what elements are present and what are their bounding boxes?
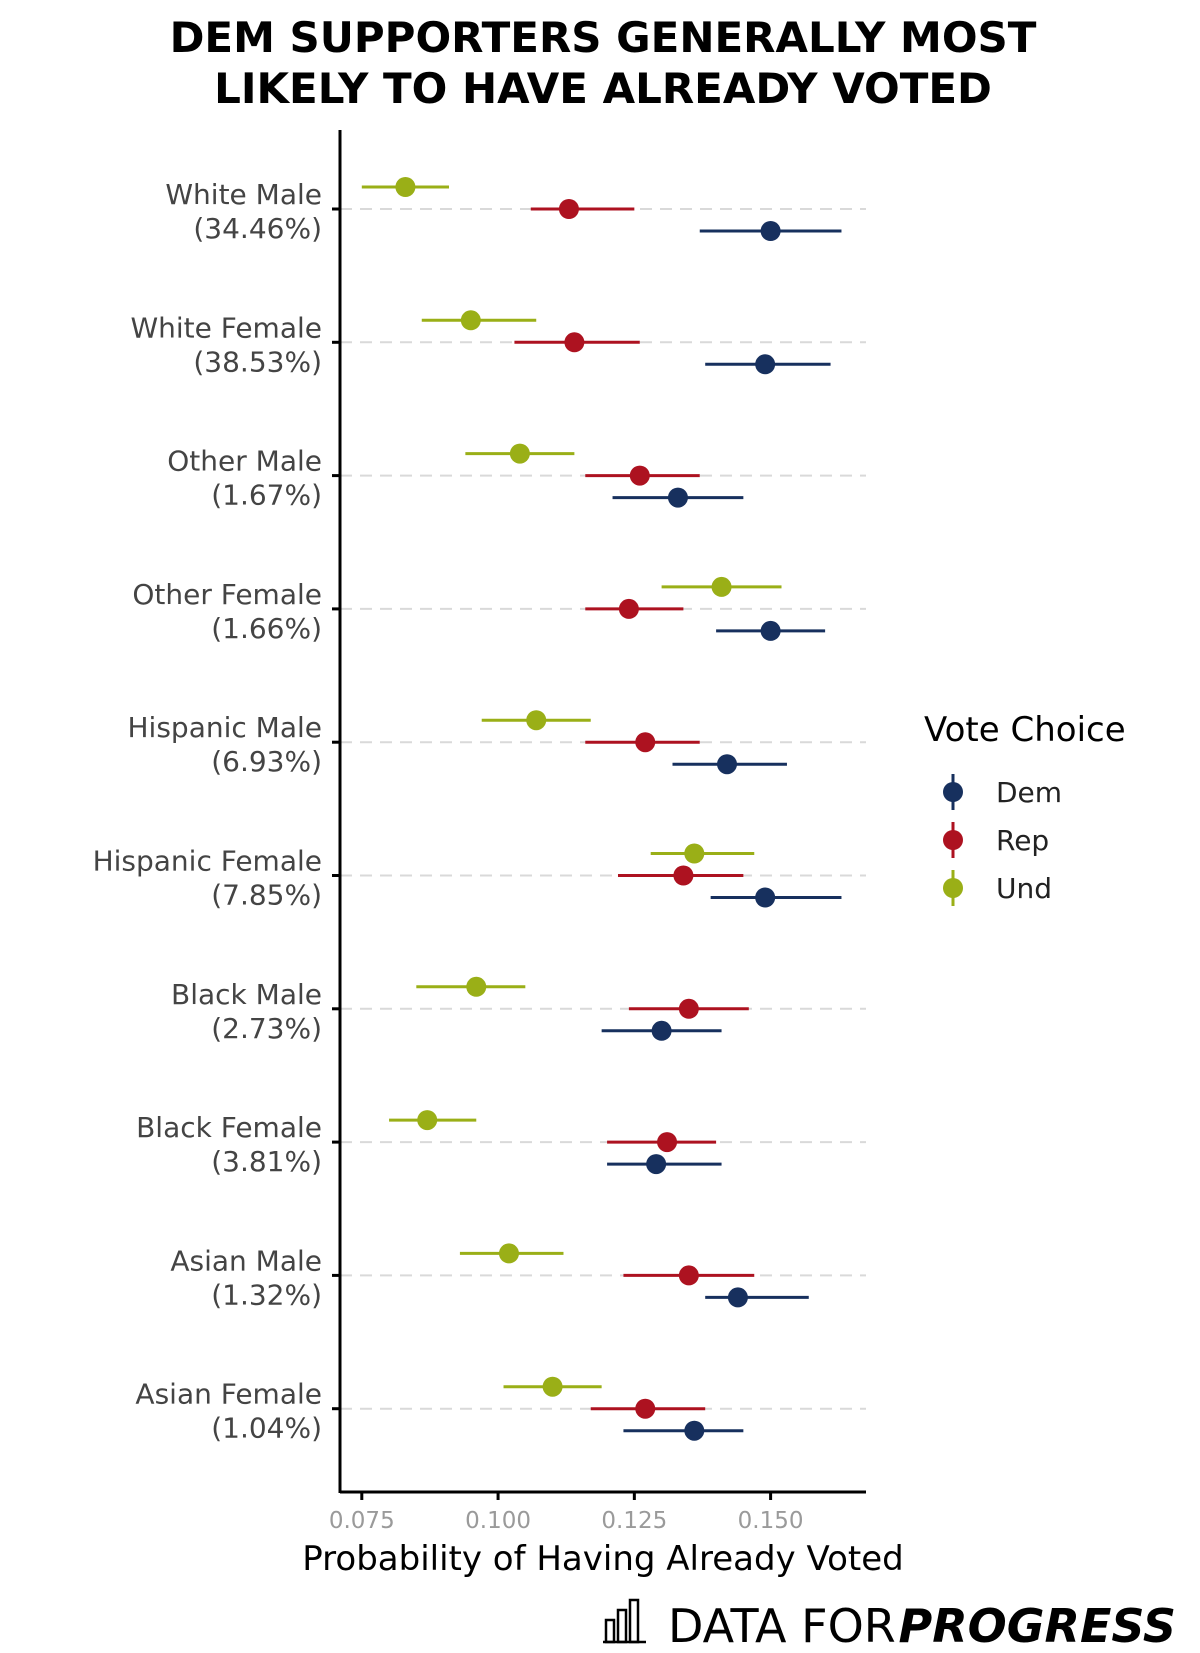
legend-key-und bbox=[943, 878, 963, 898]
point-und bbox=[498, 1243, 519, 1264]
point-und bbox=[460, 310, 481, 331]
category-share-label: (7.85%) bbox=[211, 879, 322, 912]
point-rep bbox=[678, 998, 699, 1019]
point-rep bbox=[657, 1132, 678, 1153]
point-estimates bbox=[395, 177, 781, 1441]
x-tick-label: 0.075 bbox=[329, 1508, 395, 1534]
legend-label-und: Und bbox=[996, 872, 1052, 905]
point-dem bbox=[755, 354, 776, 375]
category-share-label: (38.53%) bbox=[193, 345, 322, 378]
point-rep bbox=[618, 598, 639, 619]
category-share-label: (2.73%) bbox=[211, 1012, 322, 1045]
category-label: Other Female bbox=[132, 578, 322, 611]
point-und bbox=[711, 576, 732, 597]
brand-name-light: DATA FOR bbox=[668, 1599, 896, 1653]
category-label: Other Male bbox=[167, 445, 322, 478]
brand-logo: DATA FOR PROGRESS bbox=[603, 1598, 1176, 1653]
point-dem bbox=[727, 1287, 748, 1308]
point-rep bbox=[629, 465, 650, 486]
gridlines bbox=[340, 208, 866, 1410]
bar-chart-icon bbox=[603, 1598, 646, 1644]
point-rep bbox=[673, 865, 694, 886]
point-dem bbox=[646, 1154, 667, 1175]
legend-key-dem bbox=[943, 782, 963, 802]
category-labels: White Male(34.46%) White Female(38.53%) Ot… bbox=[93, 178, 322, 1445]
category-label: Hispanic Female bbox=[93, 845, 322, 878]
point-und bbox=[509, 443, 530, 464]
x-axis-title: Probability of Having Already Voted bbox=[302, 1539, 903, 1579]
x-tick-label: 0.150 bbox=[738, 1508, 804, 1534]
category-share-label: (1.66%) bbox=[211, 612, 322, 645]
point-rep bbox=[635, 1398, 656, 1419]
category-share-label: (1.32%) bbox=[211, 1278, 322, 1311]
legend-key-rep bbox=[943, 830, 963, 850]
category-share-label: (1.04%) bbox=[211, 1412, 322, 1445]
point-rep bbox=[564, 332, 585, 353]
point-dem bbox=[760, 221, 781, 241]
category-label: Hispanic Male bbox=[128, 711, 323, 744]
category-label: Asian Female bbox=[135, 1378, 322, 1411]
category-label: White Female bbox=[130, 311, 322, 344]
legend-title: Vote Choice bbox=[924, 710, 1126, 750]
point-und bbox=[417, 1110, 438, 1131]
point-dem bbox=[651, 1020, 672, 1041]
category-share-label: (6.93%) bbox=[211, 745, 322, 778]
legend: Vote Choice Dem Rep Und bbox=[924, 710, 1126, 906]
point-und bbox=[466, 976, 487, 997]
category-label: White Male bbox=[165, 178, 322, 211]
category-label: Black Female bbox=[136, 1111, 322, 1144]
chart-title-line-2: LIKELY TO HAVE ALREADY VOTED bbox=[214, 64, 992, 113]
x-tick-label: 0.125 bbox=[601, 1508, 667, 1534]
category-share-label: (1.67%) bbox=[211, 479, 322, 512]
category-share-label: (34.46%) bbox=[193, 212, 322, 245]
point-rep bbox=[635, 732, 656, 753]
point-und bbox=[542, 1376, 563, 1397]
x-axis-ticks: 0.075 0.100 0.125 0.150 bbox=[329, 1492, 804, 1534]
point-dem bbox=[755, 887, 776, 908]
y-axis-ticks bbox=[332, 207, 340, 1411]
point-dem bbox=[717, 754, 738, 775]
legend-label-dem: Dem bbox=[996, 776, 1062, 809]
category-share-label: (3.81%) bbox=[211, 1145, 322, 1178]
point-rep bbox=[678, 1265, 699, 1286]
x-tick-label: 0.100 bbox=[465, 1508, 531, 1534]
legend-label-rep: Rep bbox=[996, 824, 1049, 857]
point-und bbox=[684, 843, 705, 864]
point-dem bbox=[684, 1420, 705, 1441]
chart-title-line-1: DEM SUPPORTERS GENERALLY MOST bbox=[170, 13, 1037, 62]
chart-title: DEM SUPPORTERS GENERALLY MOST LIKELY TO … bbox=[170, 13, 1037, 113]
point-dem bbox=[667, 487, 688, 508]
point-dem bbox=[760, 620, 781, 641]
point-und bbox=[526, 710, 547, 731]
point-und bbox=[395, 177, 416, 197]
category-label: Black Male bbox=[171, 978, 322, 1011]
category-label: Asian Male bbox=[170, 1244, 322, 1277]
confidence-intervals bbox=[361, 185, 842, 1433]
brand-name-bold: PROGRESS bbox=[899, 1599, 1176, 1653]
point-rep bbox=[558, 199, 579, 219]
